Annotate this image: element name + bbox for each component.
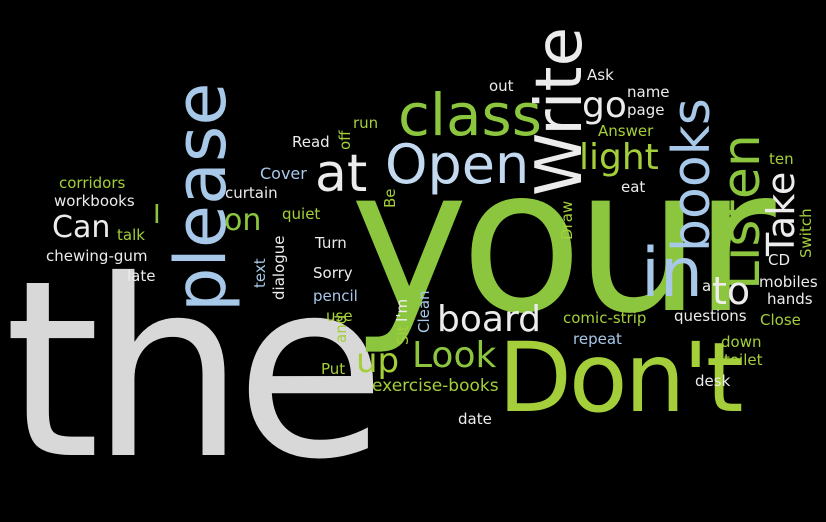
word-clean: Clean [415,290,433,333]
word-quiet: quiet [282,205,321,223]
word-light: light [579,137,659,178]
word-exercise-books: exercise-books [372,376,499,396]
word-i: I [153,200,161,230]
word-mobiles: mobiles [759,273,818,291]
word-answer: Answer [598,122,654,140]
word-open: Open [385,133,530,196]
word-put: Put [321,360,346,378]
word-close: Close [760,311,801,329]
word-talk: talk [117,226,145,244]
word-eat: eat [621,178,646,196]
word-desk: desk [695,372,731,390]
word-toilet: toilet [724,351,763,369]
word-take: Take [759,171,803,256]
word-to: to [712,269,751,313]
word-hands: hands [767,290,813,308]
word-late: late [127,267,156,285]
word-the: the [4,228,386,513]
word-pencil: pencil [313,287,358,305]
word-name: name [627,83,670,101]
word-board: board [437,299,541,340]
word-curtain: curtain [225,184,278,202]
word-sit: Sit [394,325,412,345]
word-off: off [336,130,354,150]
word-can: Can [52,210,111,245]
word-draw: Draw [558,200,576,240]
word-ten: ten [769,150,794,168]
word-read: Read [292,133,330,151]
word-switch: Switch [797,208,815,258]
word-im: I'm [393,298,411,322]
word-corridors: corridors [59,174,126,192]
word-dont: Don't [498,322,744,434]
word-cover: Cover [260,164,307,183]
word-date: date [458,410,492,428]
word-repeat: repeat [573,330,622,348]
word-use: use [326,307,353,325]
word-run: run [353,114,379,132]
word-in: in [641,234,703,313]
word-your: your [350,125,776,358]
word-be: Be [381,188,399,208]
word-sorry: Sorry [313,264,353,282]
word-workbooks: workbooks [54,192,135,210]
word-text: text [251,258,269,288]
word-look: Look [412,335,497,376]
word-chewing-gum: chewing-gum [46,247,148,265]
word-down: down [721,333,762,351]
word-at: at [315,144,368,204]
word-ask: Ask [587,66,614,84]
word-page: page [627,101,665,119]
word-comic-strip: comic-strip [563,309,647,327]
word-go: go [582,85,627,126]
word-out: out [489,77,514,95]
word-questions: questions [674,307,747,325]
word-a: a [702,277,712,295]
word-on: on [224,203,262,238]
word-up: up [356,341,400,381]
word-cd: CD [768,251,791,269]
word-class: class [398,81,542,149]
word-turn: Turn [315,234,347,252]
word-books: books [662,98,722,252]
word-and: and [332,314,350,343]
word-dialogue: dialogue [270,235,288,300]
